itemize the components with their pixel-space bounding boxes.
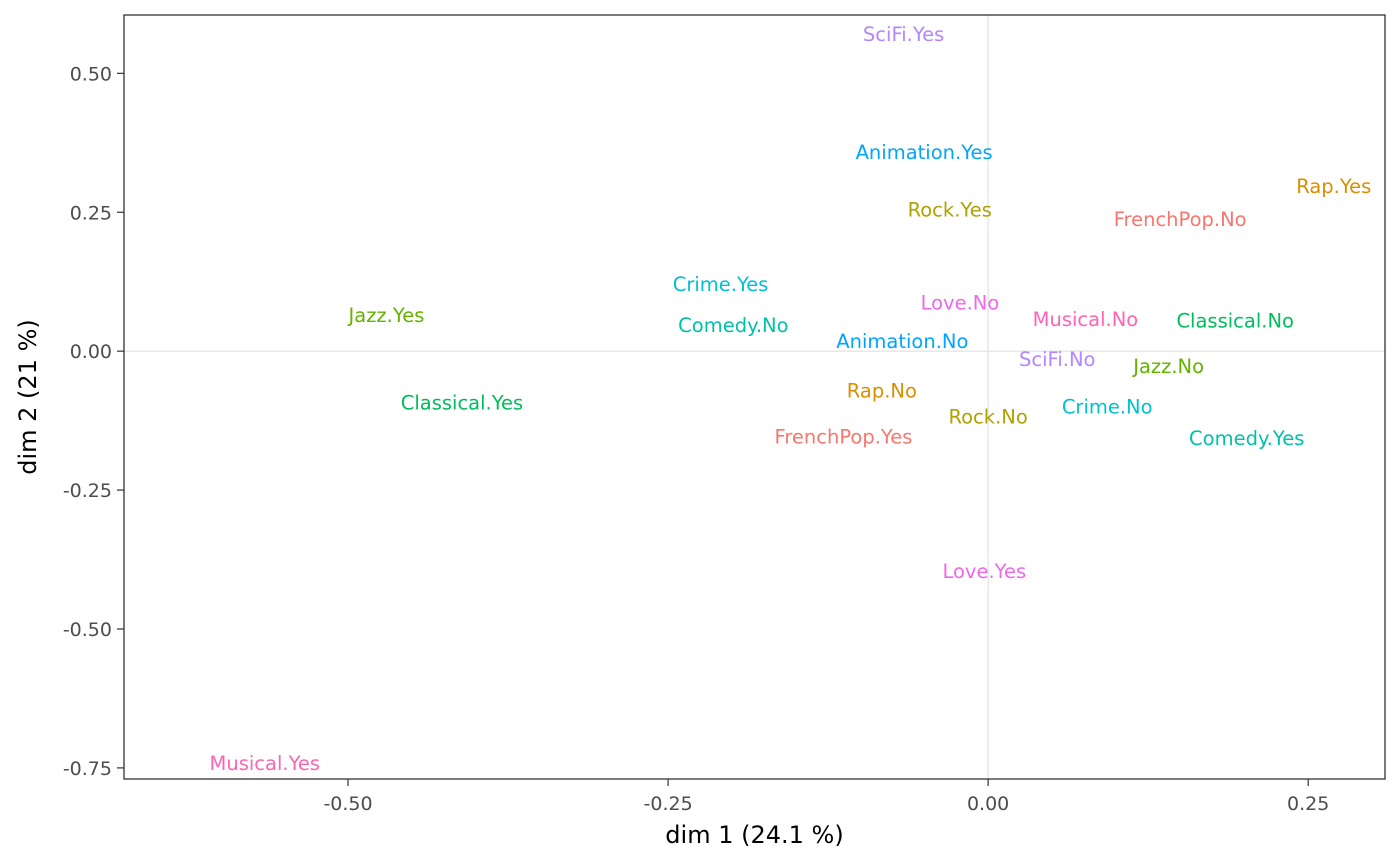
- y-tick-label: 0.00: [70, 341, 112, 363]
- x-axis: -0.50 -0.25 0.00 0.25: [323, 779, 1329, 815]
- panel-border: [123, 14, 1386, 780]
- y-tick-label: 0.25: [70, 202, 112, 224]
- point-label-scifi-yes: SciFi.Yes: [863, 23, 944, 46]
- y-axis-title: dim 2 (21 %): [14, 319, 42, 475]
- point-label-rap-yes: Rap.Yes: [1296, 175, 1371, 198]
- point-label-rock-no: Rock.No: [948, 406, 1027, 429]
- point-label-crime-no: Crime.No: [1062, 396, 1153, 419]
- reference-lines: [124, 15, 1385, 779]
- point-label-comedy-no: Comedy.No: [678, 314, 788, 337]
- point-label-rap-no: Rap.No: [847, 380, 917, 403]
- point-label-jazz-yes: Jazz.Yes: [347, 304, 425, 327]
- point-label-frenchpop-no: FrenchPop.No: [1114, 208, 1247, 231]
- point-label-jazz-no: Jazz.No: [1131, 355, 1204, 378]
- point-label-love-no: Love.No: [921, 291, 1000, 314]
- point-label-animation-yes: Animation.Yes: [856, 141, 993, 164]
- y-tick-label: 0.50: [70, 63, 112, 85]
- point-label-rock-yes: Rock.Yes: [908, 198, 992, 221]
- x-tick-label: 0.25: [1287, 793, 1329, 815]
- y-axis: 0.50 0.25 0.00 -0.25 -0.50 -0.75: [63, 63, 124, 780]
- x-axis-title: dim 1 (24.1 %): [665, 821, 843, 849]
- point-label-musical-no: Musical.No: [1033, 308, 1139, 331]
- x-tick-label: -0.25: [644, 793, 693, 815]
- point-label-scifi-no: SciFi.No: [1019, 348, 1095, 371]
- point-label-frenchpop-yes: FrenchPop.Yes: [775, 426, 913, 449]
- point-label-animation-no: Animation.No: [836, 330, 968, 353]
- point-label-crime-yes: Crime.Yes: [673, 273, 769, 296]
- point-labels: SciFi.Yes Animation.Yes Rap.Yes Rock.Yes Fre…: [210, 23, 1372, 775]
- x-tick-label: -0.50: [323, 793, 372, 815]
- point-label-classical-no: Classical.No: [1176, 310, 1294, 333]
- x-tick-label: 0.00: [967, 793, 1009, 815]
- point-label-comedy-yes: Comedy.Yes: [1189, 427, 1304, 450]
- point-label-musical-yes: Musical.Yes: [210, 752, 321, 775]
- point-label-classical-yes: Classical.Yes: [401, 391, 523, 414]
- y-tick-label: -0.75: [63, 758, 112, 780]
- y-tick-label: -0.25: [63, 480, 112, 502]
- point-label-love-yes: Love.Yes: [942, 560, 1026, 583]
- y-tick-label: -0.50: [63, 619, 112, 641]
